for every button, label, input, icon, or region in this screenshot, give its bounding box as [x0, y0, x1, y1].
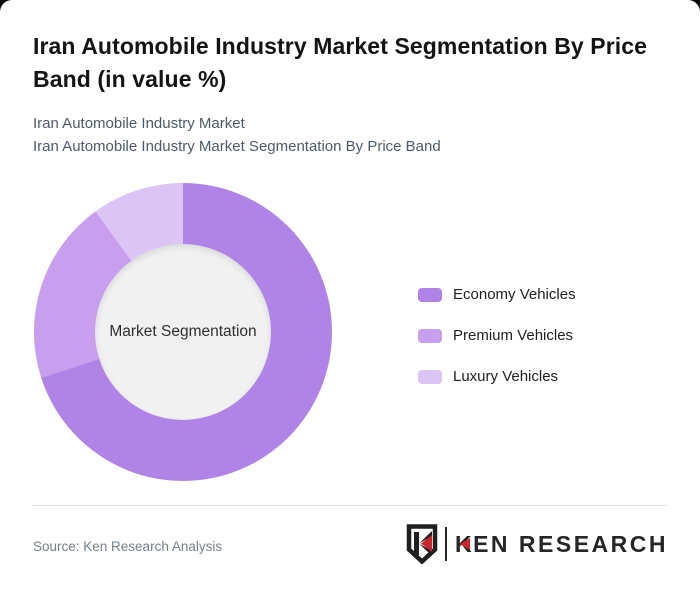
legend-label: Economy Vehicles	[453, 286, 576, 303]
chart-subtitle: Iran Automobile Industry Market Iran Aut…	[33, 112, 653, 158]
legend-item-luxury-vehicles[interactable]: Luxury Vehicles	[418, 368, 576, 385]
ken-research-logo[interactable]: K EN RESEARCH	[406, 524, 668, 564]
legend-label: Premium Vehicles	[453, 327, 574, 344]
page-title: Iran Automobile Industry Market Segmenta…	[33, 33, 648, 92]
subtitle-line-1: Iran Automobile Industry Market	[33, 115, 245, 132]
donut-chart[interactable]: Market Segmentation	[34, 183, 332, 481]
legend-label: Luxury Vehicles	[453, 368, 559, 385]
legend-swatch	[418, 287, 442, 302]
logo-separator	[444, 527, 447, 561]
legend-swatch	[418, 328, 442, 343]
logo-wordmark: K EN RESEARCH	[455, 531, 668, 558]
donut-hole: Market Segmentation	[95, 244, 271, 420]
logo-text: EN RESEARCH	[473, 530, 668, 557]
logo-red-triangle-icon	[460, 538, 471, 550]
chart-legend: Economy Vehicles Premium Vehicles Luxury…	[418, 286, 576, 409]
source-note: Source: Ken Research Analysis	[33, 539, 223, 554]
legend-item-economy-vehicles[interactable]: Economy Vehicles	[418, 286, 576, 303]
legend-swatch	[418, 369, 442, 384]
footer-divider	[32, 505, 668, 506]
donut-center-label: Market Segmentation	[109, 323, 257, 340]
subtitle-line-2: Iran Automobile Industry Market Segmenta…	[33, 138, 441, 155]
ken-research-shield-icon	[406, 524, 438, 564]
legend-item-premium-vehicles[interactable]: Premium Vehicles	[418, 327, 576, 344]
